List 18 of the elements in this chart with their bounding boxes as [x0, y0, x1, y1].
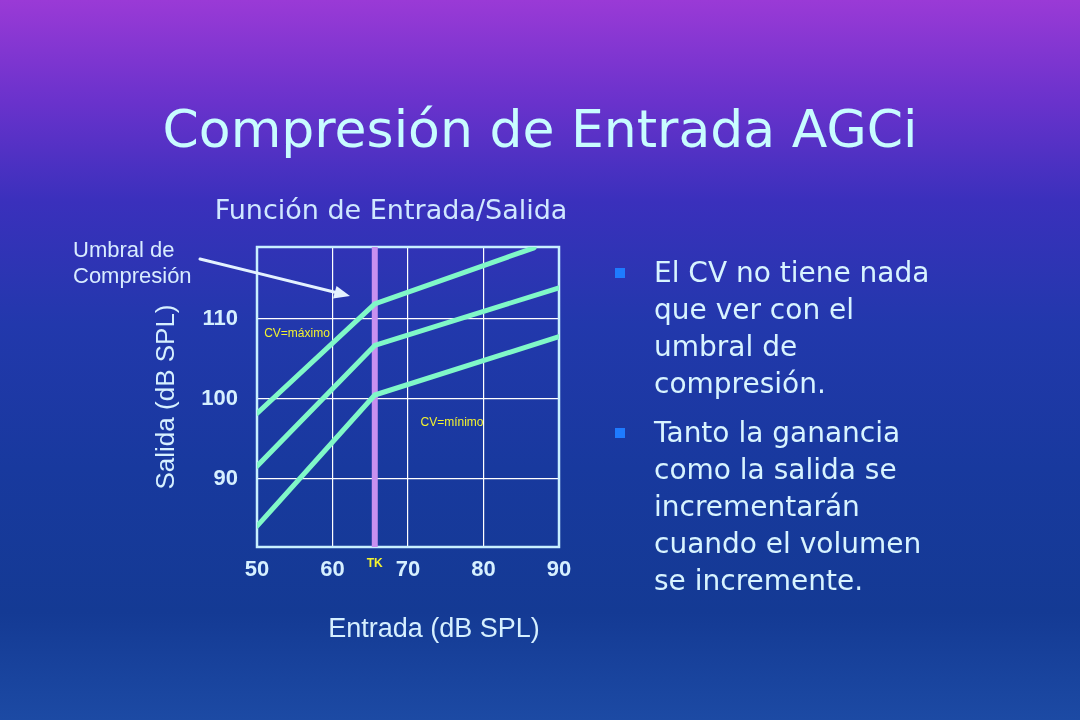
- x-tick-label: 60: [320, 556, 345, 582]
- text: Tanto la ganancia como la salida se incrementarán cuando el volumen se incremente.: [654, 415, 923, 599]
- x-tick-label: 80: [471, 556, 496, 582]
- chart-title: Compresión de Entrada AGCi: [162, 98, 918, 161]
- x-axis-title: Entrada (dB SPL): [328, 612, 540, 644]
- y-axis-title: Salida (dB SPL): [149, 304, 180, 490]
- y-tick-label: 110: [202, 305, 238, 331]
- ref-line-label: TK: [366, 556, 384, 571]
- annotation: CV=máximo: [264, 326, 330, 340]
- text: Umbral de Compresión: [73, 237, 193, 289]
- y-tick-label: 100: [201, 385, 238, 411]
- x-tick-label: 50: [244, 556, 270, 582]
- x-tick-label: 90: [546, 556, 572, 582]
- text: El CV no tiene nada que ver con el umbral de compresión.: [654, 255, 931, 402]
- chart-subtitle: Función de Entrada/Salida: [214, 193, 568, 227]
- x-tick-label: 70: [395, 556, 421, 582]
- y-tick-label: 90: [213, 465, 238, 491]
- annotation: CV=mínimo: [420, 415, 484, 429]
